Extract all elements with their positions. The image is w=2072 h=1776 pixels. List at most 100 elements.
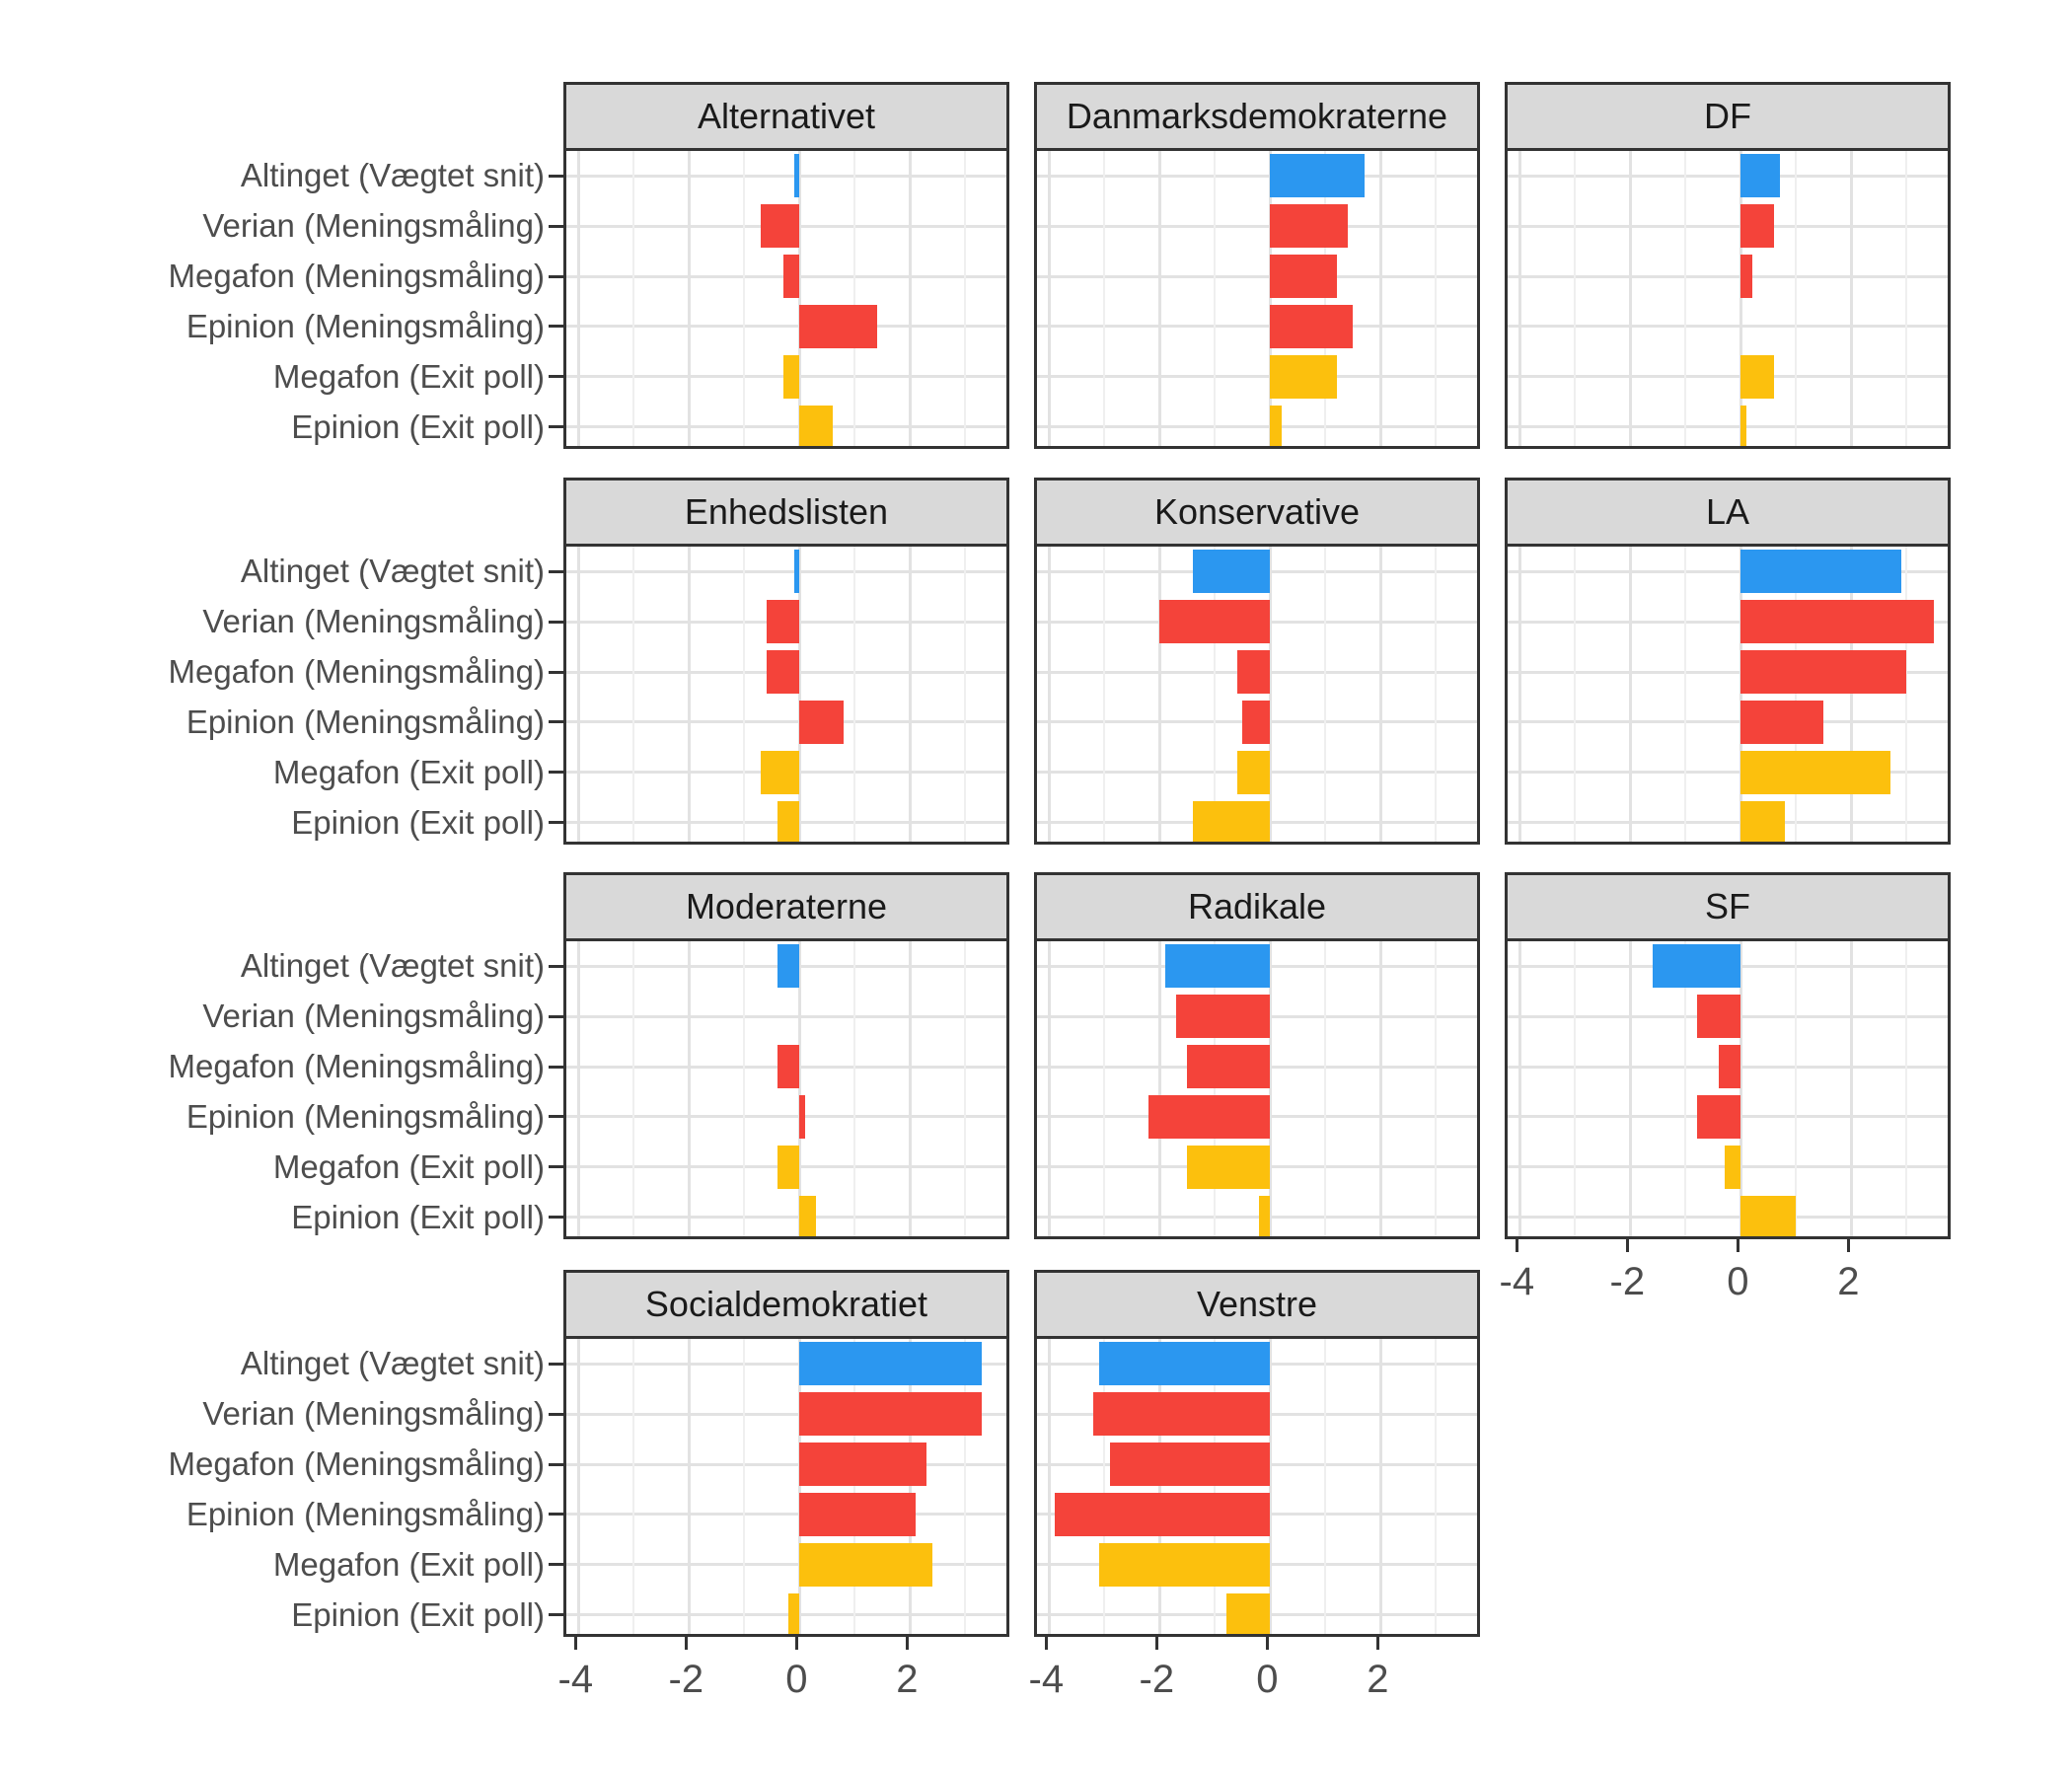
- y-axis-label: Megafon (Meningsmåling): [168, 1445, 545, 1483]
- gridline-horizontal: [566, 1563, 1006, 1567]
- y-axis-label: Epinion (Exit poll): [291, 1198, 545, 1235]
- y-axis-tick: [549, 174, 563, 178]
- gridline-horizontal: [1037, 224, 1477, 228]
- bar-Moderaterne-Megafon (Meningsmåling): [777, 1045, 800, 1089]
- gridline-horizontal: [1508, 821, 1948, 825]
- gridline-major: [1517, 941, 1521, 1236]
- bar-DF-Verian (Meningsmåling): [1740, 204, 1774, 249]
- facet-Danmarksdemokraterne: Danmarksdemokraterne: [1034, 82, 1480, 452]
- bar-LA-Epinion (Meningsmåling): [1740, 700, 1824, 744]
- y-axis-label: Epinion (Meningsmåling): [185, 1495, 545, 1532]
- gridline-minor: [852, 547, 855, 842]
- bar-SF-Verian (Meningsmåling): [1696, 995, 1741, 1039]
- gridline-horizontal: [1037, 174, 1477, 178]
- bar-Enhedslisten-Verian (Meningsmåling): [766, 600, 800, 644]
- x-axis-tick: [1265, 1637, 1269, 1650]
- facet-panel: [563, 148, 1009, 449]
- gridline-major: [1157, 547, 1161, 842]
- gridline-major: [797, 941, 801, 1236]
- bar-Radikale-Megafon (Meningsmåling): [1187, 1045, 1271, 1089]
- gridline-major: [1739, 151, 1742, 446]
- bar-Radikale-Verian (Meningsmåling): [1176, 995, 1271, 1039]
- gridline-major: [1157, 1339, 1161, 1634]
- y-axis-tick: [549, 1014, 563, 1018]
- gridline-minor: [1904, 547, 1907, 842]
- gridline-minor: [1434, 941, 1437, 1236]
- facet-title: Moderaterne: [685, 886, 888, 926]
- bar-Alternativet-Megafon (Meningsmåling): [782, 255, 800, 299]
- bar-SF-Epinion (Meningsmåling): [1696, 1094, 1741, 1139]
- x-axis-tick: [1375, 1637, 1379, 1650]
- bar-Moderaterne-Megafon (Exit poll): [777, 1145, 800, 1189]
- gridline-minor: [1102, 941, 1105, 1236]
- facet-panel: [1505, 148, 1951, 449]
- bar-Alternativet-Megafon (Exit poll): [782, 354, 800, 399]
- gridline-minor: [963, 1339, 966, 1634]
- facet-Socialdemokratiet: Socialdemokratiet -4 -2 0 2: [558, 1270, 1009, 1701]
- y-axis-label: Verian (Meningsmåling): [202, 603, 545, 640]
- bar-Enhedslisten-Megafon (Meningsmåling): [766, 650, 800, 695]
- bar-Konservative-Megafon (Exit poll): [1236, 750, 1271, 794]
- gridline-horizontal: [1037, 425, 1477, 429]
- gridline-major: [908, 1339, 912, 1634]
- gridline-minor: [1683, 941, 1686, 1236]
- gridline-minor: [963, 547, 966, 842]
- gridline-horizontal: [566, 1462, 1006, 1466]
- gridline-horizontal: [1508, 174, 1948, 178]
- gridline-major: [1739, 941, 1742, 1236]
- bar-Alternativet-Altinget (Vægtet snit): [793, 154, 800, 198]
- bar-SF-Megafon (Meningsmåling): [1718, 1045, 1741, 1089]
- facet-strip: Enhedslisten: [563, 478, 1009, 547]
- y-axis-label: Epinion (Meningsmåling): [185, 307, 545, 344]
- facet-strip: Moderaterne: [563, 872, 1009, 941]
- bar-Konservative-Megafon (Meningsmåling): [1236, 650, 1271, 695]
- x-axis-tick: [1044, 1637, 1048, 1650]
- y-axis-label: Epinion (Exit poll): [291, 1595, 545, 1633]
- gridline-horizontal: [566, 1513, 1006, 1517]
- gridline-minor: [631, 547, 634, 842]
- bar-Danmarksdemokraterne-Verian (Meningsmåling): [1270, 204, 1348, 249]
- x-axis-label: -4: [1499, 1260, 1535, 1303]
- gridline-minor: [852, 151, 855, 446]
- bar-Venstre-Epinion (Meningsmåling): [1054, 1492, 1271, 1536]
- x-axis-label: 2: [896, 1658, 919, 1701]
- gridline-major: [908, 547, 912, 842]
- gridline-major: [687, 941, 691, 1236]
- gridline-minor: [963, 151, 966, 446]
- gridline-major: [797, 1339, 801, 1634]
- bar-LA-Megafon (Meningsmåling): [1740, 650, 1907, 695]
- bar-Konservative-Verian (Meningsmåling): [1159, 600, 1271, 644]
- y-axis-label: Epinion (Exit poll): [291, 803, 545, 841]
- gridline-horizontal: [566, 1362, 1006, 1366]
- y-axis-label: Verian (Meningsmåling): [202, 998, 545, 1035]
- gridline-horizontal: [566, 1216, 1006, 1220]
- gridline-minor: [1213, 547, 1216, 842]
- y-axis-label: Megafon (Exit poll): [272, 1147, 545, 1185]
- gridline-horizontal: [1508, 425, 1948, 429]
- facet-panel: [1505, 938, 1951, 1239]
- y-axis-tick: [549, 1065, 563, 1069]
- y-axis-tick: [549, 1362, 563, 1366]
- facet-title: LA: [1705, 491, 1750, 532]
- gridline-minor: [1573, 941, 1576, 1236]
- bar-Venstre-Epinion (Exit poll): [1225, 1592, 1271, 1634]
- bar-LA-Verian (Meningsmåling): [1740, 600, 1935, 644]
- gridline-major: [1378, 941, 1382, 1236]
- bar-LA-Altinget (Vægtet snit): [1740, 550, 1901, 594]
- gridline-major: [1268, 1339, 1272, 1634]
- gridline-horizontal: [1508, 771, 1948, 775]
- facet-Moderaterne: Moderaterne: [563, 872, 1009, 1242]
- bar-Venstre-Altinget (Vægtet snit): [1098, 1342, 1271, 1386]
- bar-Socialdemokratiet-Altinget (Vægtet snit): [799, 1342, 983, 1386]
- y-axis-label: Megafon (Meningsmåling): [168, 653, 545, 691]
- bar-Danmarksdemokraterne-Epinion (Exit poll): [1270, 405, 1282, 446]
- x-axis-tick: [1625, 1239, 1629, 1252]
- gridline-horizontal: [566, 1115, 1006, 1119]
- bar-Enhedslisten-Epinion (Meningsmåling): [799, 700, 845, 744]
- gridline-major: [1047, 1339, 1051, 1634]
- gridline-major: [687, 1339, 691, 1634]
- y-axis-tick: [549, 274, 563, 278]
- gridline-horizontal: [1037, 274, 1477, 278]
- facet-title: DF: [1704, 96, 1751, 136]
- facet-strip: Venstre: [1034, 1270, 1480, 1339]
